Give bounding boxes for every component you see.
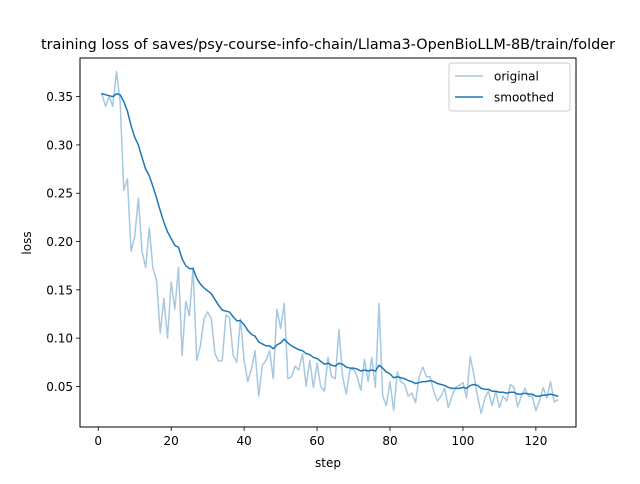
x-tick-label: 20 xyxy=(164,434,179,448)
y-tick-label: 0.35 xyxy=(46,90,73,104)
y-tick-label: 0.25 xyxy=(46,187,73,201)
y-tick-label: 0.20 xyxy=(46,235,73,249)
legend-label-original: original xyxy=(494,70,539,84)
x-tick-label: 120 xyxy=(524,434,547,448)
x-axis-label: step xyxy=(315,456,341,470)
y-axis-label: loss xyxy=(20,231,34,254)
x-tick-label: 80 xyxy=(382,434,397,448)
legend-label-smoothed: smoothed xyxy=(494,91,554,105)
y-tick-label: 0.30 xyxy=(46,138,73,152)
legend: original smoothed xyxy=(448,62,571,112)
x-tick-label: 100 xyxy=(451,434,474,448)
x-tick-label: 60 xyxy=(309,434,324,448)
y-tick-label: 0.15 xyxy=(46,283,73,297)
series-line-original xyxy=(101,70,559,415)
y-tick-label: 0.05 xyxy=(46,380,73,394)
legend-box xyxy=(448,62,571,112)
x-tick-label: 40 xyxy=(236,434,251,448)
x-tick-label: 0 xyxy=(94,434,102,448)
series-layer xyxy=(101,70,559,415)
y-tick-label: 0.10 xyxy=(46,332,73,346)
tick-layer: 0 20 40 60 80 100 120 0.05 0.10 0.15 0.20 0.25 0.30 0… xyxy=(46,90,547,448)
plot-frame xyxy=(79,57,577,428)
chart-title: training loss of saves/psy-course-info-c… xyxy=(41,37,615,53)
series-line-smoothed xyxy=(101,92,559,397)
